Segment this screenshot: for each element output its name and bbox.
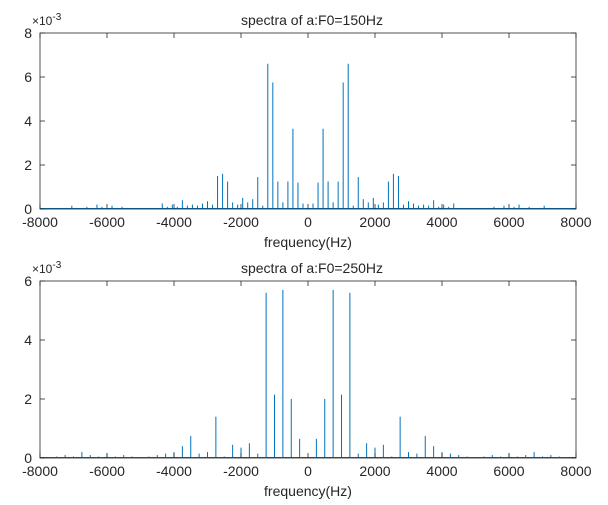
x-tick-label: 6000 [493,214,524,230]
x-tick-label: 0 [304,214,312,230]
x-tick-label: -4000 [156,214,192,230]
x-tick-label: -4000 [156,463,192,479]
x-axis-label: frequency(Hz) [264,234,352,250]
y-tick-label: 2 [24,157,32,173]
x-tick-label: -6000 [89,214,125,230]
y-tick-label: 2 [24,391,32,407]
x-tick-label: 2000 [359,214,390,230]
x-tick-label: -8000 [22,463,58,479]
y-tick-label: 6 [24,69,32,85]
x-tick-label: 2000 [359,463,390,479]
y-exponent-base: ×10 [32,14,53,28]
x-axis-label: frequency(Hz) [264,483,352,499]
x-tick-label: 6000 [493,463,524,479]
y-tick-label: 8 [24,25,32,41]
y-exponent-power: -3 [52,12,61,23]
x-tick-label: 4000 [426,214,457,230]
x-tick-label: -2000 [223,214,259,230]
y-exponent-power: -3 [52,260,61,271]
y-tick-label: 0 [24,450,32,466]
chart-title: spectra of a:F0=150Hz [241,12,383,28]
y-exponent-label: ×10-3 [32,260,62,276]
y-tick-label: 0 [24,201,32,217]
y-tick-label: 4 [24,332,32,348]
chart-title: spectra of a:F0=250Hz [241,260,383,276]
x-tick-label: 4000 [426,463,457,479]
y-exponent-base: ×10 [32,262,53,276]
x-tick-label: -8000 [22,214,58,230]
x-tick-label: -6000 [89,463,125,479]
x-tick-label: -2000 [223,463,259,479]
x-tick-label: 8000 [560,463,591,479]
x-tick-label: 0 [304,463,312,479]
y-tick-label: 6 [24,273,32,289]
y-exponent-label: ×10-3 [32,12,62,28]
y-tick-label: 4 [24,113,32,129]
x-tick-label: 8000 [560,214,591,230]
